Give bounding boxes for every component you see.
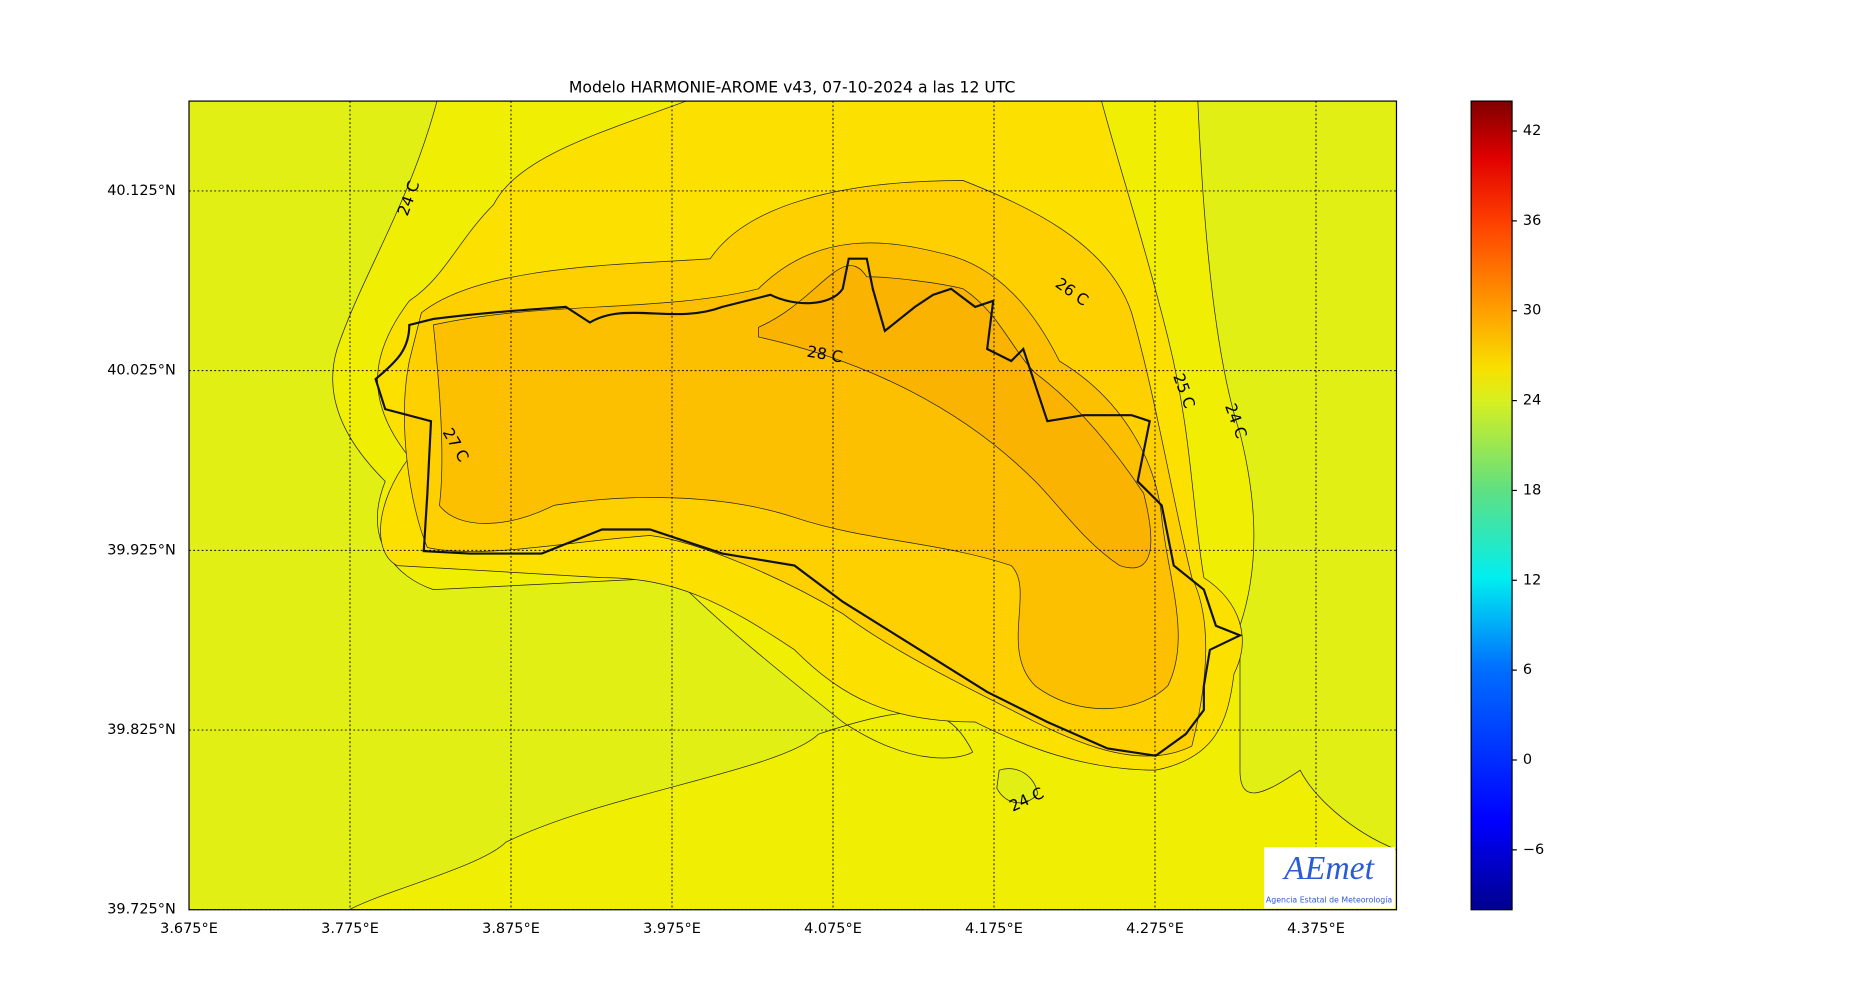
- colorbar-tick-label: 24: [1523, 393, 1541, 409]
- axes: 3.675°E 3.775°E 3.875°E 3.975°E 4.075°E 4.175…: [107, 123, 1544, 937]
- x-tick-label: 3.675°E: [160, 921, 218, 937]
- colorbar-tick-label: 6: [1523, 662, 1532, 678]
- colorbar-tick-label: 30: [1523, 303, 1541, 319]
- map-title: Modelo HARMONIE-AROME v43, 07-10-2024 a …: [569, 77, 1016, 96]
- colorbar: [1470, 100, 1513, 911]
- x-tick-label: 4.275°E: [1126, 921, 1184, 937]
- y-tick-label: 39.725°N: [107, 902, 176, 918]
- y-tick-label: 39.925°N: [107, 542, 176, 558]
- coastline: [374, 257, 1243, 757]
- colorbar-tick-label: 36: [1523, 213, 1541, 229]
- colorbar-tick-label: 42: [1523, 123, 1541, 139]
- x-tick-label: 4.375°E: [1287, 921, 1345, 937]
- colorbar-tick-label: −6: [1523, 842, 1544, 858]
- contour-24-islet: [996, 768, 1039, 804]
- graticule: [189, 101, 1397, 910]
- logo: AEmet Agencia Estatal de Meteorología: [1264, 847, 1396, 909]
- x-tick-label: 3.875°E: [482, 921, 540, 937]
- x-tick-label: 4.175°E: [965, 921, 1023, 937]
- y-tick-label: 40.125°N: [107, 183, 176, 199]
- logo-name: AEmet: [1282, 850, 1375, 887]
- temperature-field: 24 C26 C28 C25 C24 C27 C24 C: [189, 101, 1397, 910]
- colorbar-tick-label: 0: [1523, 752, 1532, 768]
- colorbar-tick-label: 18: [1523, 482, 1541, 498]
- plot-frame: [188, 100, 1398, 911]
- x-tick-label: 3.975°E: [643, 921, 701, 937]
- y-tick-label: 39.825°N: [107, 722, 176, 738]
- x-tick-label: 4.075°E: [804, 921, 862, 937]
- colorbar-tick-label: 12: [1523, 572, 1541, 588]
- logo-box: [1264, 847, 1396, 909]
- x-tick-label: 3.775°E: [321, 921, 379, 937]
- logo-subtitle: Agencia Estatal de Meteorología: [1266, 896, 1393, 905]
- y-tick-label: 40.025°N: [107, 363, 176, 379]
